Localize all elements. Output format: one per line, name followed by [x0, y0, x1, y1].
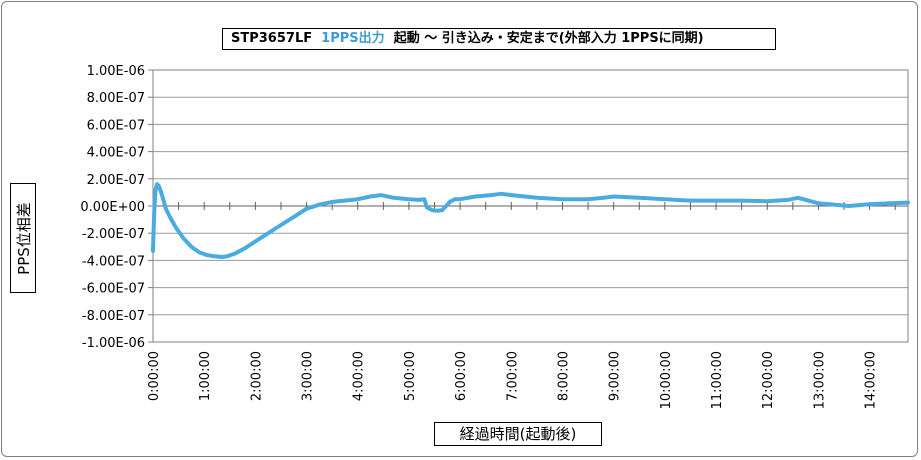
- y-tick-label: 4.00E-07: [87, 146, 145, 161]
- chart-title: STP3657LF 1PPS出力 起動 ～ 引き込み・安定まで(外部入力 1PP…: [222, 28, 776, 50]
- y-tick-label: -6.00E-07: [82, 282, 145, 297]
- x-tick-label: 11:00:00: [710, 351, 725, 409]
- x-tick-label: 9:00:00: [608, 351, 623, 401]
- y-tick-labels: 1.00E-06 8.00E-07 6.00E-07 4.00E-07 2.00E-07…: [80, 64, 145, 351]
- zero-axis-layer: [152, 202, 908, 210]
- title-rest: 起動 ～ 引き込み・安定まで(外部入力 1PPSに同期): [393, 31, 704, 46]
- y-axis-label-box: PPS位相差: [10, 183, 36, 293]
- x-tick-label: 3:00:00: [301, 351, 316, 401]
- series-line: [151, 182, 910, 259]
- y-tick-label: 1.00E-06: [87, 64, 145, 79]
- x-tick-label: 2:00:00: [249, 351, 264, 401]
- y-axis-label: PPS位相差: [14, 201, 33, 275]
- y-tick-label: -4.00E-07: [82, 254, 145, 269]
- x-tick-labels: 0:00:00 1:00:00 2:00:00 3:00:00 4:00:00 5:00:…: [147, 351, 879, 409]
- y-tick-label: -1.00E-06: [82, 336, 145, 351]
- x-tick-label: 8:00:00: [556, 351, 571, 401]
- title-model: STP3657LF: [231, 31, 313, 46]
- series-layer: [151, 182, 910, 259]
- y-tick-label: 0.00E+00: [80, 200, 145, 215]
- x-tick-label: 4:00:00: [352, 351, 367, 401]
- y-tick-label: -8.00E-07: [82, 309, 145, 324]
- x-tick-label: 12:00:00: [761, 351, 776, 409]
- x-tick-label: 1:00:00: [198, 351, 213, 401]
- y-tick-label: 2.00E-07: [87, 173, 145, 188]
- x-tick-label: 10:00:00: [659, 351, 674, 409]
- x-tick-label: 5:00:00: [403, 351, 418, 401]
- y-tick-label: 8.00E-07: [87, 91, 145, 106]
- x-tick-label: 14:00:00: [864, 351, 879, 409]
- x-tick-label: 6:00:00: [454, 351, 469, 401]
- x-tick-label: 13:00:00: [812, 351, 827, 409]
- y-tick-label: -2.00E-07: [82, 227, 145, 242]
- y-tick-label: 6.00E-07: [87, 118, 145, 133]
- x-tick-label: 0:00:00: [147, 351, 162, 401]
- x-axis-label: 経過時間(起動後): [434, 422, 602, 446]
- title-accent: 1PPS出力: [321, 31, 385, 46]
- x-tick-label: 7:00:00: [505, 351, 520, 401]
